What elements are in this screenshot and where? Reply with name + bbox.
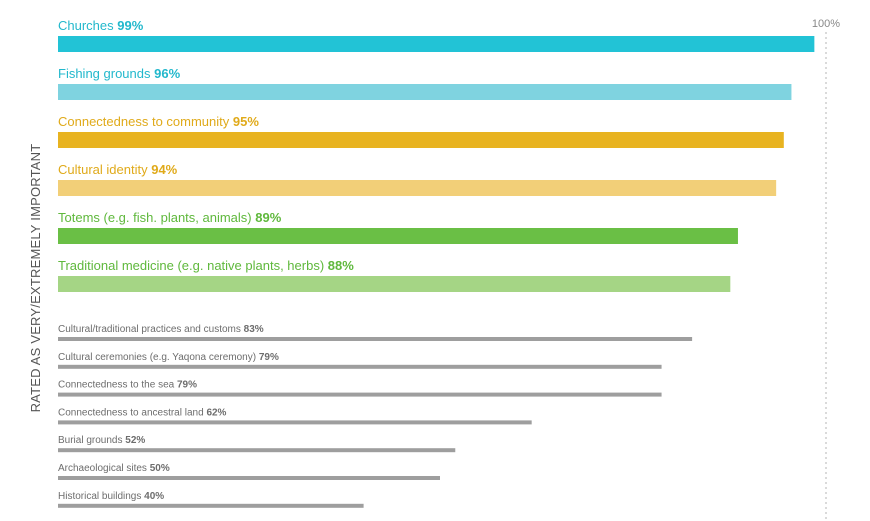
bar <box>58 420 532 425</box>
value-label: 79% <box>177 380 197 391</box>
value-label: 95% <box>233 114 259 129</box>
category-label: Traditional medicine (e.g. native plants… <box>58 258 354 273</box>
y-axis-label: RATED AS VERY/EXTREMELY IMPORTANT <box>28 143 43 413</box>
category-label: Cultural identity 94% <box>58 162 178 177</box>
bar <box>58 448 456 453</box>
category-label: Connectedness to community 95% <box>58 114 259 129</box>
category-label: Archaeological sites 50% <box>58 463 170 474</box>
category-label: Connectedness to the sea 79% <box>58 380 197 391</box>
reference-label: 100% <box>812 18 840 30</box>
bar <box>58 476 440 480</box>
category-label: Fishing grounds 96% <box>58 66 181 81</box>
value-label: 88% <box>328 258 354 273</box>
value-label: 99% <box>117 18 143 33</box>
value-label: 96% <box>154 66 180 81</box>
value-label: 40% <box>144 491 164 502</box>
category-label: Cultural/traditional practices and custo… <box>58 324 264 335</box>
bar <box>58 36 815 52</box>
category-label: Cultural ceremonies (e.g. Yaqona ceremon… <box>58 352 279 363</box>
bar <box>58 276 731 292</box>
bar <box>58 337 693 341</box>
category-label: Connectedness to ancestral land 62% <box>58 407 227 418</box>
bar <box>58 392 662 397</box>
value-label: 50% <box>150 463 170 474</box>
bar <box>58 364 662 369</box>
value-label: 62% <box>206 407 226 418</box>
category-label: Totems (e.g. fish. plants, animals) 89% <box>58 210 282 225</box>
bar <box>58 228 738 244</box>
value-label: 89% <box>255 210 281 225</box>
category-label: Churches 99% <box>58 18 144 33</box>
value-label: 94% <box>151 162 177 177</box>
value-label: 52% <box>125 435 145 446</box>
category-label: Historical buildings 40% <box>58 491 164 502</box>
value-label: 83% <box>244 324 264 335</box>
bar <box>58 132 784 148</box>
category-label: Burial grounds 52% <box>58 435 145 446</box>
bar <box>58 84 792 100</box>
bar <box>58 503 364 508</box>
value-label: 79% <box>259 352 279 363</box>
bar <box>58 180 777 196</box>
